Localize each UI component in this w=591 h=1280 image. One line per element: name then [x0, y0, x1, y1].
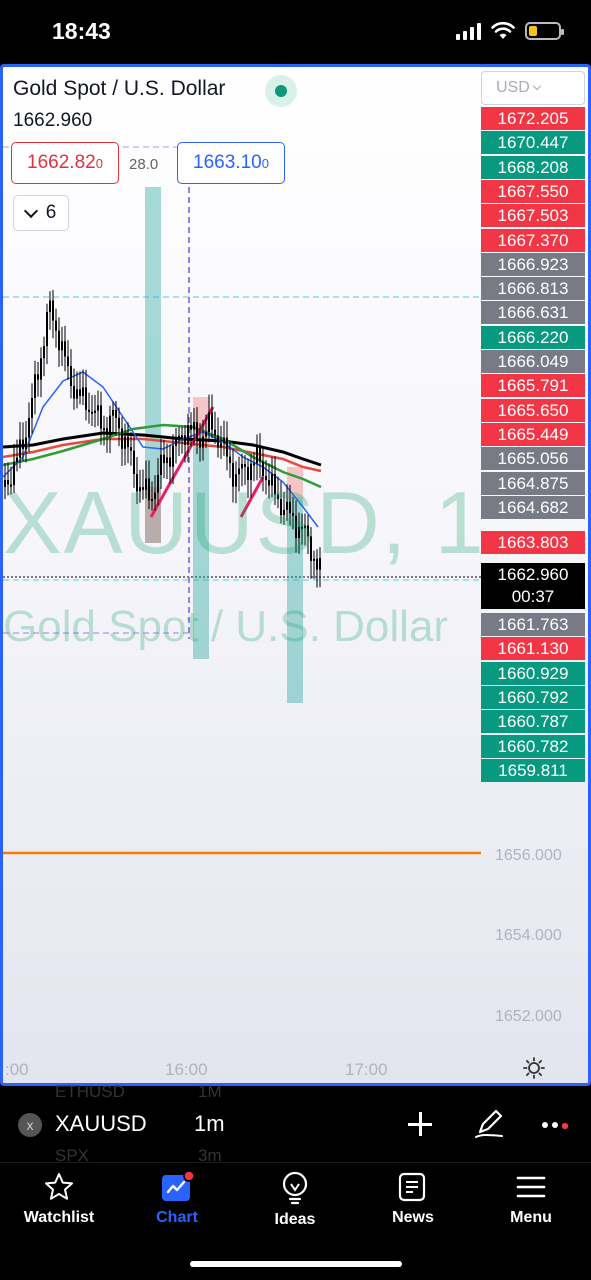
market-open-status-icon[interactable]	[265, 75, 297, 107]
price-tag[interactable]: 1664.875	[481, 471, 585, 495]
add-plus-icon[interactable]	[406, 1110, 434, 1138]
bar-countdown: 00:37	[511, 587, 555, 606]
chevron-down-icon	[532, 81, 542, 91]
symbol-picker[interactable]: XAUUSD	[55, 1111, 147, 1136]
tab-label: Watchlist	[23, 1209, 95, 1226]
green-zone-rect	[145, 187, 161, 543]
bid-price: 1662.82	[27, 152, 96, 173]
price-tag[interactable]: 1663.803	[481, 531, 585, 554]
status-icons	[456, 22, 564, 40]
watermark-description: Gold Spot / U.S. Dollar	[3, 602, 449, 651]
ask-pipette: 0	[261, 155, 269, 171]
price-tag[interactable]: 1666.631	[481, 301, 585, 325]
sell-button[interactable]: 1662.82 0	[11, 142, 119, 184]
tab-label: News	[392, 1209, 434, 1226]
price-tag[interactable]: 1660.782	[481, 734, 585, 758]
price-tag[interactable]: 1661.130	[481, 637, 585, 661]
current-price-value: 1662.960	[497, 565, 569, 584]
chevron-down-icon	[23, 203, 38, 218]
battery-icon	[525, 22, 564, 40]
price-axis-label: 1652.000	[495, 1008, 562, 1025]
price-tag[interactable]: 1667.550	[481, 179, 585, 203]
chart-icon	[162, 1171, 194, 1201]
price-tag[interactable]: 1670.447	[481, 131, 585, 155]
moving-average-green	[3, 423, 322, 489]
tab-watchlist[interactable]: Watchlist	[9, 1171, 109, 1235]
price-tag[interactable]: 1664.682	[481, 495, 585, 519]
hamburger-icon	[516, 1176, 546, 1198]
tab-ideas[interactable]: Ideas	[245, 1171, 345, 1235]
green-zone-rect	[193, 447, 209, 659]
wifi-icon	[491, 22, 515, 39]
currency-selector[interactable]: USD	[481, 71, 585, 105]
more-options-icon[interactable]	[540, 1120, 574, 1130]
ghost-symbol-below: SPX	[55, 1146, 90, 1165]
price-tag[interactable]: 1668.208	[481, 155, 585, 179]
tab-label: Menu	[510, 1209, 552, 1226]
star-icon	[45, 1173, 73, 1200]
price-tag[interactable]: 1665.449	[481, 422, 585, 446]
moving-average-red	[3, 437, 322, 473]
status-time: 18:43	[52, 18, 111, 44]
symbol-title[interactable]: Gold Spot / U.S. Dollar	[13, 77, 226, 100]
status-bar: 18:43	[0, 0, 591, 64]
price-axis-label: 1654.000	[495, 927, 562, 944]
ghost-symbol-above: ETHUSD	[55, 1082, 125, 1101]
tab-menu[interactable]: Menu	[481, 1171, 581, 1235]
price-tag[interactable]: 1672.205	[481, 107, 585, 130]
price-chart[interactable]	[3, 67, 588, 1083]
price-tag[interactable]: 1665.056	[481, 447, 585, 471]
home-indicator	[190, 1261, 402, 1267]
bottom-tab-bar: Watchlist Chart Ideas News	[0, 1162, 591, 1280]
last-price: 1662.960	[13, 110, 93, 131]
tab-label: Ideas	[274, 1211, 316, 1228]
price-tag[interactable]: 1666.220	[481, 325, 585, 349]
price-tag[interactable]: 1667.503	[481, 204, 585, 228]
time-axis-label: 17:00	[345, 1060, 388, 1079]
moving-average-blue	[3, 371, 319, 528]
tab-label: Chart	[156, 1209, 198, 1226]
price-tag[interactable]: 1666.923	[481, 252, 585, 276]
clear-symbol-icon[interactable]: x	[18, 1113, 42, 1137]
newspaper-icon	[398, 1172, 426, 1202]
cellular-signal-icon	[456, 22, 481, 40]
price-tag[interactable]: 1661.763	[481, 613, 585, 636]
tab-news[interactable]: News	[363, 1171, 463, 1235]
watermark-symbol: XAUUSD, 1	[3, 473, 486, 572]
price-tag[interactable]: 1666.813	[481, 277, 585, 301]
interval-picker[interactable]: 1m	[194, 1111, 225, 1136]
symbol-toolbar: ETHUSD 1M SPX 3m x XAUUSD 1m	[0, 1082, 591, 1165]
price-tag[interactable]: 1659.811	[481, 758, 585, 782]
ghost-interval-below: 3m	[198, 1146, 222, 1165]
price-axis-label: 1656.000	[495, 847, 562, 864]
trend-line-pink[interactable]	[239, 476, 265, 518]
ask-price: 1663.10	[193, 152, 262, 173]
price-tag[interactable]: 1667.370	[481, 228, 585, 252]
currency-label: USD	[496, 79, 530, 96]
candlestick-series	[4, 289, 321, 588]
price-tag[interactable]: 1660.787	[481, 710, 585, 734]
indicators-count: 6	[45, 202, 57, 223]
price-tag[interactable]: 1660.792	[481, 685, 585, 709]
price-tag[interactable]: 1666.049	[481, 350, 585, 373]
price-tag[interactable]: 1665.650	[481, 398, 585, 422]
price-tag[interactable]: 1660.929	[481, 661, 585, 685]
price-tag[interactable]: 1665.791	[481, 374, 585, 398]
drawing-pen-icon[interactable]	[472, 1106, 506, 1140]
chart-area[interactable]: Gold Spot / U.S. Dollar 1662.960 1662.82…	[0, 64, 591, 1086]
buy-button[interactable]: 1663.10 0	[177, 142, 285, 184]
tab-chart[interactable]: Chart	[127, 1171, 227, 1235]
current-price-tag: 1662.960 00:37	[481, 563, 585, 609]
indicators-toggle-button[interactable]: 6	[13, 195, 69, 231]
lightbulb-icon	[282, 1171, 308, 1205]
time-axis-label: :00	[5, 1060, 29, 1079]
bid-pipette: 0	[95, 155, 103, 171]
theme-sun-icon[interactable]	[523, 1057, 545, 1079]
ghost-interval-above: 1M	[198, 1082, 222, 1101]
time-axis-label: 16:00	[165, 1060, 208, 1079]
spread-value: 28.0	[129, 156, 159, 173]
